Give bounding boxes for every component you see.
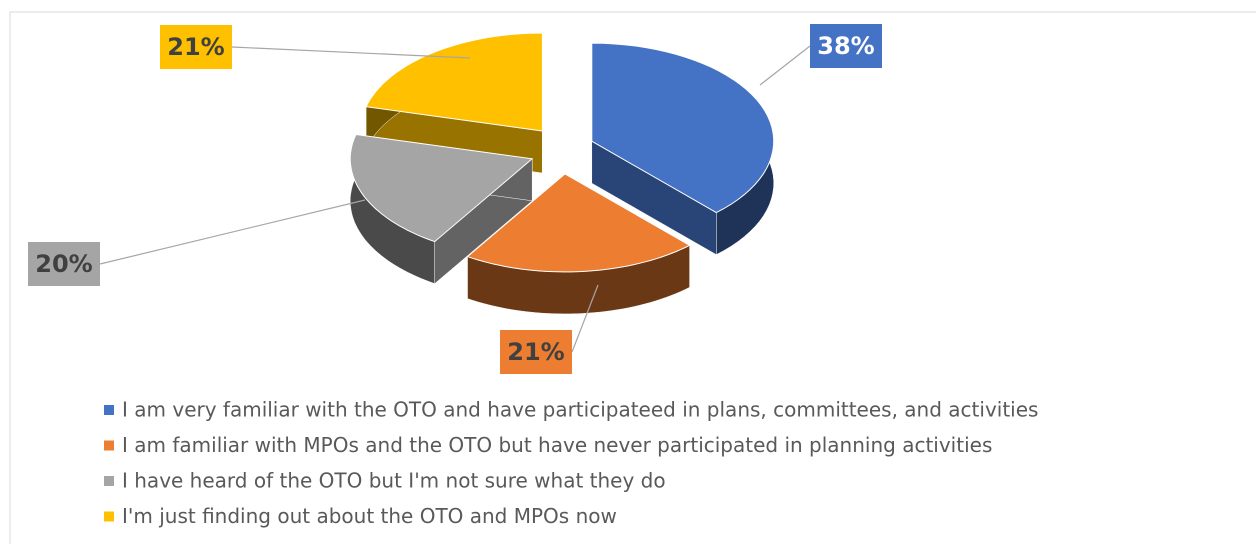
data-label: 21% [167,33,224,61]
label-box [28,242,100,286]
slice-group [591,42,775,256]
label-box [500,330,572,374]
data-label: 38% [817,32,874,60]
legend-label: I'm just finding out about the OTO and M… [122,504,617,528]
label-box [160,25,232,69]
leader-line [231,46,471,59]
slice-group [365,32,543,174]
legend-label: I have heard of the OTO but I'm not sure… [122,469,666,493]
slice [349,133,534,243]
legend-marker [104,440,114,451]
legend-label: I am very familiar with the OTO and have… [122,398,1038,422]
leader-line [759,45,811,86]
legend-marker [104,405,114,415]
slice-group [349,133,534,285]
data-label: 20% [35,250,92,278]
slice-group [466,173,691,315]
chart-frame [9,11,1256,544]
legend-label: I am familiar with MPOs and the OTO but … [122,433,992,457]
slice [591,42,775,214]
slice [466,173,691,273]
label-box [810,24,882,68]
data-label: 21% [507,338,564,366]
leader-line [99,199,366,265]
slice [365,32,543,132]
leader-line [571,284,599,353]
legend-marker [104,476,114,486]
legend-marker [104,511,114,522]
